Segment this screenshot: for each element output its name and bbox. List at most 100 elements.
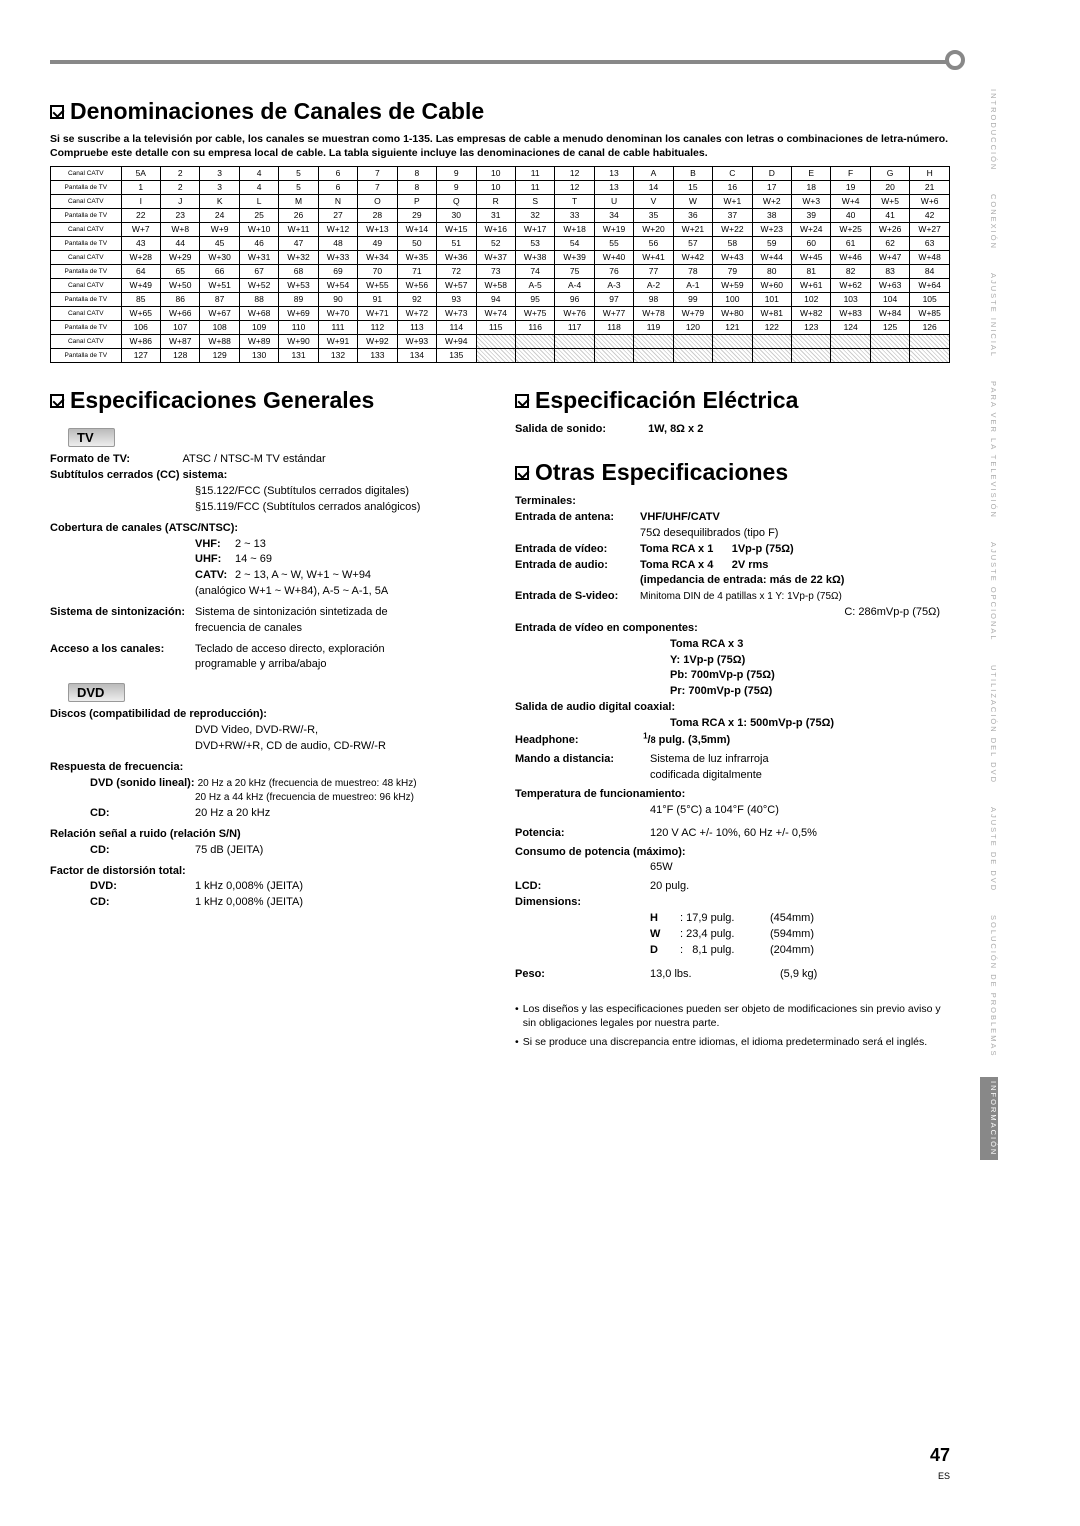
label: Mando a distancia: [515,752,650,767]
table-cell: 4 [239,181,278,195]
table-row-label: Pantalla de TV [51,293,122,307]
table-row-label: Pantalla de TV [51,181,122,195]
spec-cd: CD:20 Hz a 20 kHz [50,806,485,821]
table-cell: 65 [161,265,200,279]
value: 1W, 8Ω x 2 [648,423,703,435]
table-cell: W+55 [358,279,397,293]
value: 14 ~ 69 [235,553,272,565]
value: 13,0 lbs. [650,967,780,982]
table-cell: 92 [397,293,436,307]
label: Entrada de S-video: [515,589,640,604]
table-cell: 39 [792,209,831,223]
page-content: Denominaciones de Canales de Cable Si se… [50,80,950,1053]
table-cell: A [634,167,673,181]
table-cell: V [634,195,673,209]
table-cell: 70 [358,265,397,279]
table-cell: 49 [358,237,397,251]
bullet-icon: • [515,1002,519,1030]
check-icon [515,394,529,408]
table-cell: W+13 [358,223,397,237]
table-cell: W+2 [752,195,791,209]
table-cell: 36 [673,209,712,223]
spec-comp: Entrada de vídeo en componentes: [515,621,950,636]
value: DVD+RW/+R, CD de audio, CD-RW/-R [50,739,485,754]
side-tab: PARA VER LA TELEVISIÓN [980,377,998,523]
left-column: Especificaciones Generales TV Formato de… [50,369,485,1052]
table-cell: W+83 [831,307,870,321]
table-cell: 19 [831,181,870,195]
table-cell: W+56 [397,279,436,293]
table-cell: 14 [634,181,673,195]
value: Sistema de sintonización sintetizada de [195,606,388,618]
table-cell: W+35 [397,251,436,265]
table-cell: W+17 [515,223,554,237]
table-cell [870,349,909,363]
table-cell: W+43 [713,251,752,265]
table-cell [831,349,870,363]
table-cell: F [831,167,870,181]
side-tab: AJUSTE INICIAL [980,269,998,362]
table-cell [555,335,594,349]
table-cell: 88 [239,293,278,307]
table-cell: 46 [239,237,278,251]
table-cell: 20 [870,181,909,195]
table-row-label: Canal CATV [51,251,122,265]
table-cell: 130 [239,349,278,363]
table-cell [476,349,515,363]
table-cell: 32 [515,209,554,223]
spec-vid: Entrada de vídeo:Toma RCA x 1 1Vp-p (75Ω… [515,542,950,557]
spec-subt: Subtítulos cerrados (CC) sistema: [50,468,485,483]
page-number: 47 [930,1445,950,1466]
table-cell: 44 [161,237,200,251]
table-cell: W+37 [476,251,515,265]
table-cell: W+49 [121,279,160,293]
table-cell [673,335,712,349]
table-cell: 5A [121,167,160,181]
label: Salida de sonido: [515,422,645,437]
spec-freq: Respuesta de frecuencia: [50,760,485,775]
value: §15.119/FCC (Subtítulos cerrados analógi… [50,500,485,515]
table-cell: W+79 [673,307,712,321]
value: (impedancia de entrada: más de 22 kΩ) [515,573,950,588]
table-cell: P [397,195,436,209]
table-cell [831,335,870,349]
table-cell: 81 [792,265,831,279]
table-cell: 55 [594,237,633,251]
table-row-label: Canal CATV [51,223,122,237]
table-cell: K [200,195,239,209]
table-cell: 8 [397,181,436,195]
spec-acc: Acceso a los canales:Teclado de acceso d… [50,642,485,657]
label: Entrada de audio: [515,558,640,573]
table-cell: W+92 [358,335,397,349]
table-cell: 86 [161,293,200,307]
table-cell: W+91 [318,335,357,349]
table-cell: 103 [831,293,870,307]
table-cell: H [910,167,950,181]
table-cell: 6 [318,181,357,195]
table-cell: 12 [555,181,594,195]
table-cell: 124 [831,321,870,335]
table-cell: 60 [792,237,831,251]
spec-cov: Cobertura de canales (ATSC/NTSC): [50,521,485,536]
table-cell: 3 [200,181,239,195]
table-row-label: Pantalla de TV [51,209,122,223]
side-tab: AJUSTE OPCIONAL [980,538,998,646]
table-cell: W+59 [713,279,752,293]
table-cell: 7 [358,181,397,195]
table-cell: 61 [831,237,870,251]
table-cell: 38 [752,209,791,223]
table-cell: 73 [476,265,515,279]
table-cell: W+51 [200,279,239,293]
spec-sncd: CD:75 dB (JEITA) [50,843,485,858]
table-cell: 125 [870,321,909,335]
table-cell: 51 [437,237,476,251]
table-cell: 45 [200,237,239,251]
label: Consumo de potencia (máximo): [515,846,686,858]
value: §15.122/FCC (Subtítulos cerrados digital… [50,484,485,499]
table-cell: 21 [910,181,950,195]
table-cell: 134 [397,349,436,363]
table-cell: 120 [673,321,712,335]
table-cell: W+94 [437,335,476,349]
cable-intro: Si se suscribe a la televisión por cable… [50,133,950,160]
table-cell: 87 [200,293,239,307]
